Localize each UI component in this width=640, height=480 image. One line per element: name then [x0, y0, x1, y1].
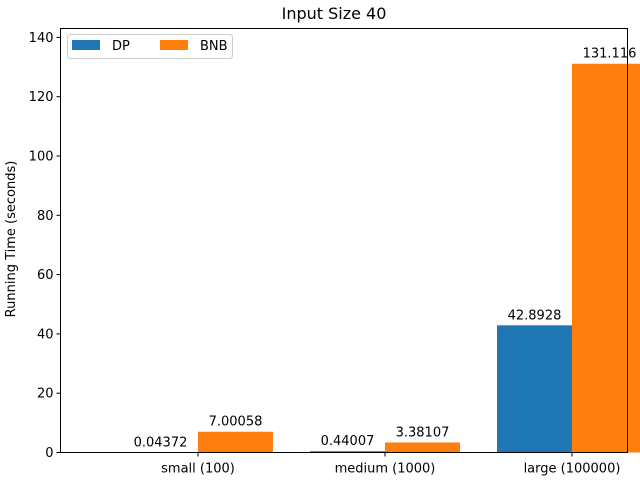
legend-box: [67, 34, 233, 59]
legend-label-dp: DP: [112, 39, 130, 54]
data-label-bnb-2: 131.116: [583, 47, 637, 62]
data-label-dp-1: 0.44007: [321, 434, 375, 449]
legend-label-bnb: BNB: [200, 39, 228, 54]
bar-bnb-2: [572, 63, 640, 453]
y-tick-label-1: 20: [37, 387, 54, 402]
data-labels-group: 0.04372 0.44007 42.8928 7.00058 3.38107 131.1…: [134, 47, 637, 451]
data-label-dp-0: 0.04372: [134, 435, 188, 450]
y-axis-ticks: 0 20 40 60 80 100 120 140: [29, 31, 61, 461]
x-tick-label-2: large (100000): [524, 462, 621, 477]
bar-dp-2: [497, 325, 572, 453]
legend-swatch-dp: [72, 40, 100, 50]
bar-dp-1: [310, 451, 385, 453]
data-label-bnb-0: 7.00058: [209, 415, 263, 430]
plot-frame: [60, 28, 628, 453]
chart-title: Input Size 40: [282, 4, 387, 23]
y-axis-label: Running Time (seconds): [4, 161, 19, 318]
bar-bnb-1: [385, 442, 460, 453]
y-tick-label-4: 80: [37, 209, 54, 224]
x-axis-ticks: small (100) medium (1000) large (100000): [161, 452, 621, 477]
y-tick-label-2: 40: [37, 327, 54, 342]
legend: DP BNB: [67, 34, 233, 59]
legend-swatch-bnb: [160, 40, 188, 50]
y-tick-label-6: 120: [29, 90, 54, 105]
x-tick-label-0: small (100): [161, 462, 235, 477]
data-label-bnb-1: 3.38107: [396, 425, 450, 440]
bar-bnb-0: [198, 431, 273, 453]
y-tick-label-0: 0: [45, 446, 53, 461]
y-tick-label-3: 60: [37, 268, 54, 283]
x-tick-label-1: medium (1000): [335, 462, 436, 477]
y-tick-label-5: 100: [29, 149, 54, 164]
bars-group: [123, 63, 640, 453]
data-label-dp-2: 42.8928: [508, 308, 562, 323]
y-tick-label-7: 140: [29, 31, 54, 46]
